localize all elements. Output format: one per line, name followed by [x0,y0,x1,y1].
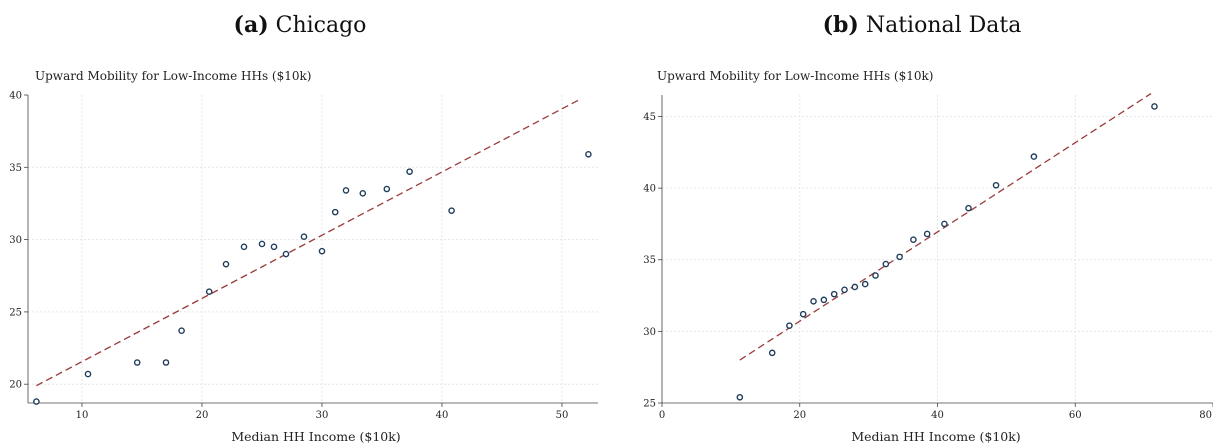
data-point [240,243,248,251]
data-point [33,398,40,405]
y-tick-label: 25 [643,399,656,410]
data-point [448,207,455,214]
panel-a-name: Chicago [276,13,367,38]
data-point [1030,153,1038,160]
panel-national: (b) National Data Upward Mobility for Lo… [643,12,1213,444]
data-point [841,286,848,294]
data-point [222,260,230,268]
x-tick-label: 20 [196,410,209,421]
y-tick-label: 40 [9,91,22,102]
panel-chicago: (a) Chicago Upward Mobility for Low-Inco… [9,12,598,444]
data-point [585,150,592,158]
data-point [768,349,776,357]
y-tick-label: 45 [643,112,656,123]
fit-line [36,98,581,387]
data-point [205,288,213,295]
data-point [910,236,917,243]
data-point [965,204,972,212]
data-point [786,322,793,329]
data-point [258,240,266,248]
data-point [383,185,391,193]
data-point [830,290,838,298]
data-point [300,233,308,241]
panel-b-plot-area: 0 20 40 60 80 25 30 35 40 45 [643,93,1213,421]
x-tick-label: 40 [436,410,449,421]
data-point [162,359,170,366]
data-point [282,250,290,258]
data-point [84,370,92,378]
data-point [736,393,744,401]
panel-a-xlabel: Median HH Income ($10k) [231,429,400,444]
x-tick-label: 0 [659,410,665,421]
data-point [359,190,367,197]
panel-b-ylabel: Upward Mobility for Low-Income HHs ($10k… [657,69,933,83]
panel-a-title: (a) Chicago [234,12,367,38]
y-tick-label: 35 [643,255,656,266]
panel-b-xlabel: Median HH Income ($10k) [851,429,1020,444]
data-point [992,181,1000,189]
x-tick-label: 20 [793,410,806,421]
y-tick-label: 30 [9,235,22,246]
y-tick-label: 30 [643,327,656,338]
data-point [923,230,931,238]
panel-b-name: National Data [866,13,1022,38]
data-point [270,243,278,251]
y-tick-label: 40 [643,184,656,195]
panel-a-plot-area: 10 20 30 40 50 20 25 30 35 40 [9,91,598,421]
y-tick-label: 20 [9,380,22,391]
panel-b-tag: (b) [823,12,859,38]
data-point [1151,103,1158,110]
x-tick-label: 60 [1069,410,1082,421]
data-point [406,168,413,175]
data-point [851,283,859,291]
data-point [133,359,141,366]
x-tick-label: 30 [316,410,329,421]
data-point [861,280,869,288]
x-tick-label: 40 [931,410,944,421]
data-point [882,260,890,268]
y-tick-label: 25 [9,307,22,318]
data-point [872,272,879,279]
panel-a-tag: (a) [234,12,269,38]
panel-a-ylabel: Upward Mobility for Low-Income HHs ($10k… [35,69,311,83]
x-tick-label: 50 [556,410,569,421]
data-point [820,296,828,304]
x-tick-label: 80 [1199,410,1212,421]
data-point [331,208,339,216]
y-tick-label: 35 [9,163,22,174]
data-point [941,220,948,228]
data-point [810,297,817,305]
data-point [896,253,903,261]
data-point [799,310,807,318]
panel-b-title: (b) National Data [823,12,1022,38]
data-point [178,327,185,334]
data-point [318,247,326,255]
x-tick-label: 10 [76,410,89,421]
data-point [342,187,350,194]
